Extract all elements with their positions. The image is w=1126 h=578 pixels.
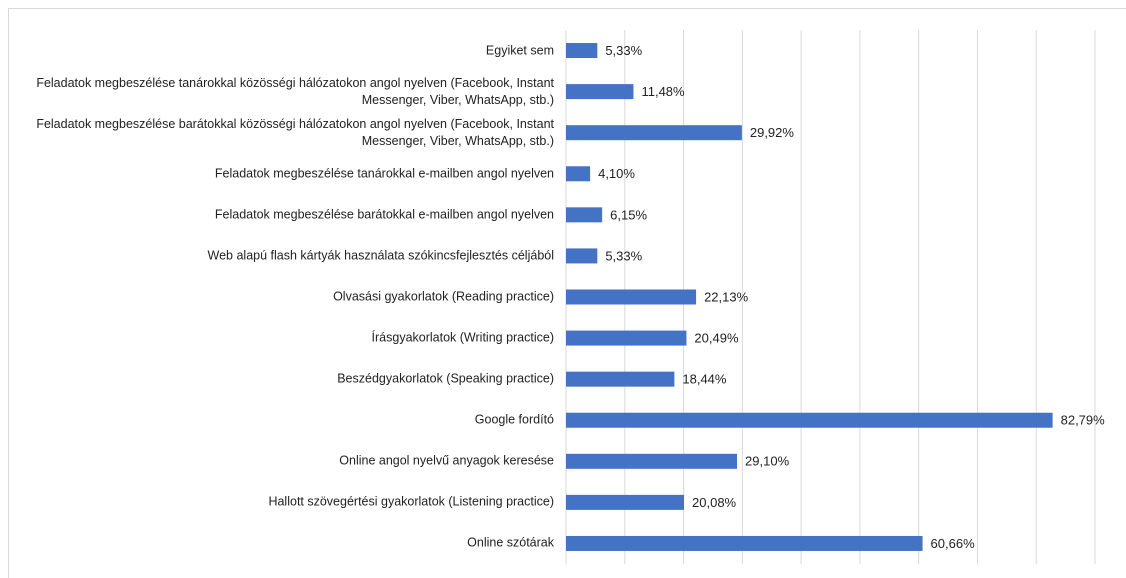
bar [566,494,685,510]
value-label: 5,33% [605,248,642,263]
bar [566,412,1053,428]
bar [566,330,687,346]
category-label: Feladatok megbeszélése barátokkal e-mail… [214,207,554,222]
category-label: Online szótárak [467,535,554,550]
category-label: Írásgyakorlatok (Writing practice) [371,330,554,345]
bar [566,535,923,551]
category-label: Feladatok megbeszélése barátokkal közöss… [36,116,554,148]
category-label: Beszédgyakorlatok (Speaking practice) [337,371,554,386]
bar [566,84,634,100]
bar [566,371,675,387]
value-label: 6,15% [610,207,647,222]
bar [566,248,598,264]
value-label: 82,79% [1061,413,1106,428]
bar [566,166,591,182]
value-label: 20,49% [694,331,739,346]
value-label: 60,66% [931,536,976,551]
value-label: 4,10% [598,166,635,181]
value-label: 20,08% [692,495,737,510]
category-label: Olvasási gyakorlatok (Reading practice) [333,289,554,304]
value-label: 11,48% [641,84,685,99]
value-label: 29,10% [745,454,790,469]
category-label: Feladatok megbeszélése tanárokkal e-mail… [214,166,554,181]
value-label: 5,33% [605,43,642,58]
category-label: Egyiket sem [485,43,554,58]
bar [566,43,598,59]
bar [566,453,738,469]
bar [566,207,603,223]
value-label: 29,92% [750,125,795,140]
bar [566,125,742,141]
chart-border [8,8,1126,578]
category-label: Hallott szövegértési gyakorlatok (Listen… [268,494,554,509]
value-label: 18,44% [682,372,727,387]
category-label: Web alapú flash kártyák használata szóki… [207,248,554,263]
category-label: Google fordító [474,412,554,427]
category-label: Feladatok megbeszélése tanárokkal közöss… [36,75,554,107]
bar [566,289,697,305]
category-label: Online angol nyelvű anyagok keresése [339,453,554,468]
value-label: 22,13% [704,289,749,304]
